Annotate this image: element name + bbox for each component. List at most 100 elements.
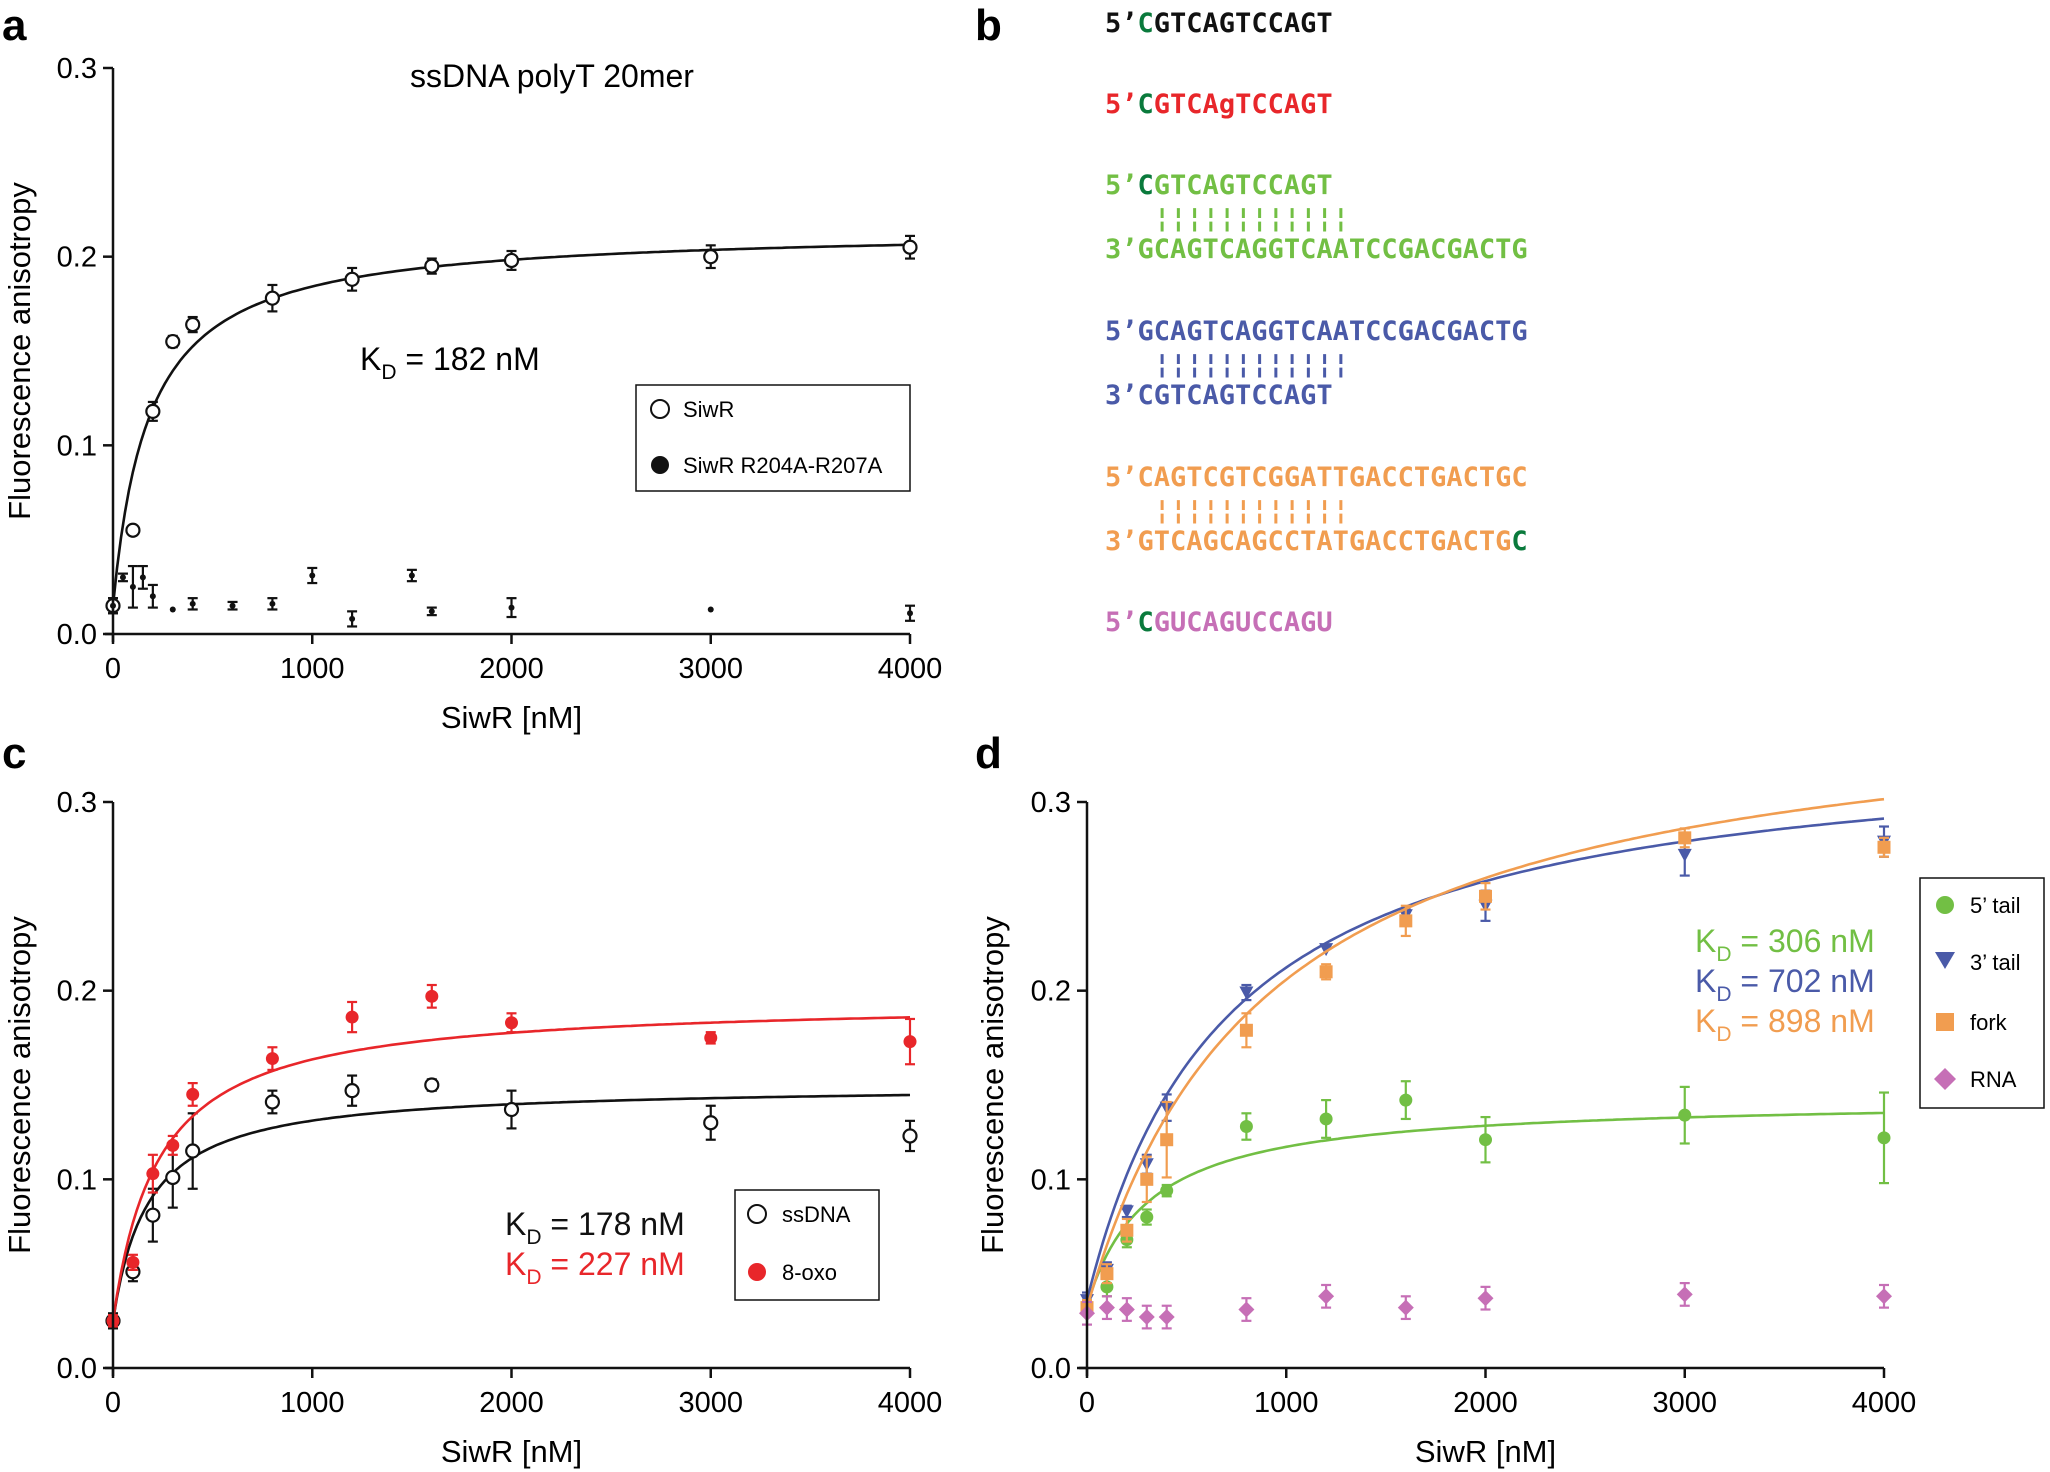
panel-c-legend: ssDNA 8-oxo xyxy=(734,1189,880,1301)
data-point xyxy=(185,1143,201,1159)
seq-8-oxo: 5’CGTCAgTCCAGT xyxy=(1105,89,1333,120)
legend-marker xyxy=(748,1263,766,1281)
panel-a-marks xyxy=(105,234,918,628)
data-point xyxy=(425,989,439,1003)
kd-k: K xyxy=(360,341,381,377)
x-tick-label: 2000 xyxy=(479,653,544,685)
legend-label: 3’ tail xyxy=(1970,950,2021,975)
data-point xyxy=(119,574,126,581)
data-point xyxy=(125,522,141,538)
data-point xyxy=(1239,1120,1253,1134)
panel-letter-a: a xyxy=(2,1,27,50)
data-point xyxy=(408,572,415,579)
panel-d-marks xyxy=(1079,797,1892,1330)
data-point xyxy=(344,1083,360,1099)
data-point xyxy=(1677,848,1692,862)
data-point xyxy=(1399,1093,1413,1107)
data-point xyxy=(1239,986,1254,1000)
x-axis-label: SiwR [nM] xyxy=(1415,1434,1556,1469)
data-point xyxy=(1319,943,1334,957)
legend-marker xyxy=(650,399,670,419)
data-point xyxy=(345,1010,359,1024)
data-point xyxy=(166,1138,180,1152)
panel-letter-b: b xyxy=(975,1,1002,50)
y-tick-label: 0.0 xyxy=(1031,1353,1071,1385)
data-point xyxy=(1676,1286,1693,1303)
data-point xyxy=(703,1115,719,1131)
seq-5-tail-bottom: 3’GCAGTCAGGTCAATCCGACGACTG xyxy=(1105,234,1528,265)
x-tick-label: 2000 xyxy=(479,1387,544,1419)
legend-label: SiwR R204A-R207A xyxy=(683,453,883,478)
kd-sub: D xyxy=(381,361,396,384)
panel-d-axes: 0 1000 2000 3000 4000 0.0 0.1 0.2 0.3 SiwR [nM] Fl… xyxy=(975,787,1916,1469)
data-point xyxy=(269,600,276,607)
data-point xyxy=(129,583,136,590)
data-point xyxy=(907,610,913,617)
seq-bases: TCCAGT xyxy=(1235,89,1333,120)
kd-sub: D xyxy=(526,1226,541,1249)
seq-prime: 5’ xyxy=(1105,607,1138,638)
kd-value: = 227 nM xyxy=(542,1246,685,1282)
x-axis-label: SiwR [nM] xyxy=(441,1434,582,1469)
data-point xyxy=(1397,1299,1414,1316)
legend-marker xyxy=(1934,1068,1956,1090)
data-point xyxy=(1158,1309,1175,1326)
seq-prime: 3’ xyxy=(1105,526,1138,557)
panel-letter-d: d xyxy=(975,729,1002,778)
seq-bases: GTCAGCAGCCTATGACCTGACTG xyxy=(1138,526,1512,557)
data-point xyxy=(349,615,356,622)
data-point xyxy=(165,333,181,350)
data-point xyxy=(707,606,714,613)
y-tick-label: 0.2 xyxy=(57,976,97,1008)
data-point xyxy=(1160,1184,1174,1198)
seq-bases: CAGTCGTCGGATTGACCTGACTGC xyxy=(1138,462,1528,493)
x-tick-label: 2000 xyxy=(1453,1387,1518,1419)
seq-fluor-c: C xyxy=(1138,170,1154,201)
seq-prime: 3’ xyxy=(1105,380,1138,411)
seq-ssdna: 5’CGTCAGTCCAGT xyxy=(1105,8,1333,39)
y-axis-label: Fluorescence anisotropy xyxy=(2,916,37,1254)
data-point xyxy=(149,593,156,600)
data-point xyxy=(424,1077,440,1093)
data-point xyxy=(1098,1299,1115,1316)
y-tick-label: 0.3 xyxy=(57,53,97,85)
data-point xyxy=(1120,1223,1134,1237)
seq-bases: GCAGTCAGGTCAATCCGACGACTG xyxy=(1138,316,1528,347)
y-tick-label: 0.1 xyxy=(57,430,97,462)
data-point xyxy=(169,606,176,613)
data-point xyxy=(146,1167,160,1181)
seq-3-tail-pairs: ¦¦¦¦¦¦¦¦¦¦¦¦ xyxy=(1154,349,1349,380)
legend-label: RNA xyxy=(1970,1067,2017,1092)
y-axis-label: Fluorescence anisotropy xyxy=(975,916,1010,1254)
data-point xyxy=(185,316,201,333)
legend-label: 5’ tail xyxy=(1970,893,2021,918)
seq-5-tail-pairs: ¦¦¦¦¦¦¦¦¦¦¦¦ xyxy=(1154,203,1349,234)
kd-k: K xyxy=(505,1206,526,1242)
kd-value: = 898 nM xyxy=(1732,1003,1875,1039)
data-point xyxy=(264,1094,280,1110)
data-point xyxy=(1877,1131,1891,1145)
data-point xyxy=(264,290,280,306)
data-point xyxy=(265,1052,279,1066)
legend-marker xyxy=(1936,1013,1954,1031)
data-point xyxy=(424,258,440,274)
kd-sub: D xyxy=(1716,943,1731,966)
seq-prime: 5’ xyxy=(1105,8,1138,39)
data-point xyxy=(1319,1112,1333,1126)
panel-letter-c: c xyxy=(2,729,26,778)
kd-sub: D xyxy=(526,1266,541,1289)
panel-d-kd-fork: KD = 898 nM xyxy=(1695,1003,1875,1046)
panel-d-kd-5tail: KD = 306 nM xyxy=(1695,923,1875,966)
legend-label: SiwR xyxy=(683,397,734,422)
panel-c-kd-8oxo: KD = 227 nM xyxy=(505,1246,685,1289)
seq-bases: CGTCAGTCCAGT xyxy=(1138,380,1333,411)
y-tick-label: 0.1 xyxy=(1031,1164,1071,1196)
kd-value: = 306 nM xyxy=(1732,923,1875,959)
kd-sub: D xyxy=(1716,1023,1731,1046)
seq-bases: GTCAGTCCAGT xyxy=(1154,170,1333,201)
data-point xyxy=(1118,1301,1135,1318)
seq-3-tail-top: 5’GCAGTCAGGTCAATCCGACGACTG xyxy=(1105,316,1528,347)
data-point xyxy=(1876,1288,1892,1305)
data-point xyxy=(902,239,918,255)
